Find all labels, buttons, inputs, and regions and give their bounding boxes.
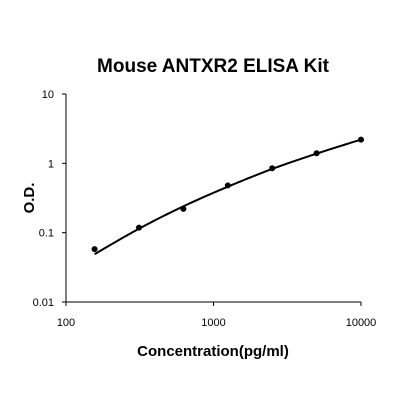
data-point xyxy=(269,165,276,172)
x-tick-label: 1000 xyxy=(201,317,225,329)
fit-curve-line xyxy=(94,138,362,256)
y-tick-label: 0.1 xyxy=(39,228,54,240)
y-tick-label: 1 xyxy=(48,158,54,170)
data-point xyxy=(313,150,320,157)
ticks-layer: 0.01 0.1 1 10 100 1000 10000 xyxy=(33,89,377,329)
x-axis-title: Concentration(pg/ml) xyxy=(137,343,289,360)
y-tick-label: 0.01 xyxy=(33,297,54,309)
data-point xyxy=(91,246,98,253)
data-point xyxy=(358,136,364,143)
data-points-layer xyxy=(91,136,364,253)
data-point xyxy=(224,182,231,189)
fit-curve-layer xyxy=(94,138,362,256)
chart-title: Mouse ANTXR2 ELISA Kit xyxy=(97,56,330,77)
y-axis-title: O.D. xyxy=(21,183,38,214)
x-tick-label: 100 xyxy=(57,317,75,329)
y-tick-label: 10 xyxy=(42,89,54,101)
x-tick-label: 10000 xyxy=(346,317,377,329)
data-point xyxy=(135,224,142,231)
data-point xyxy=(180,205,187,212)
